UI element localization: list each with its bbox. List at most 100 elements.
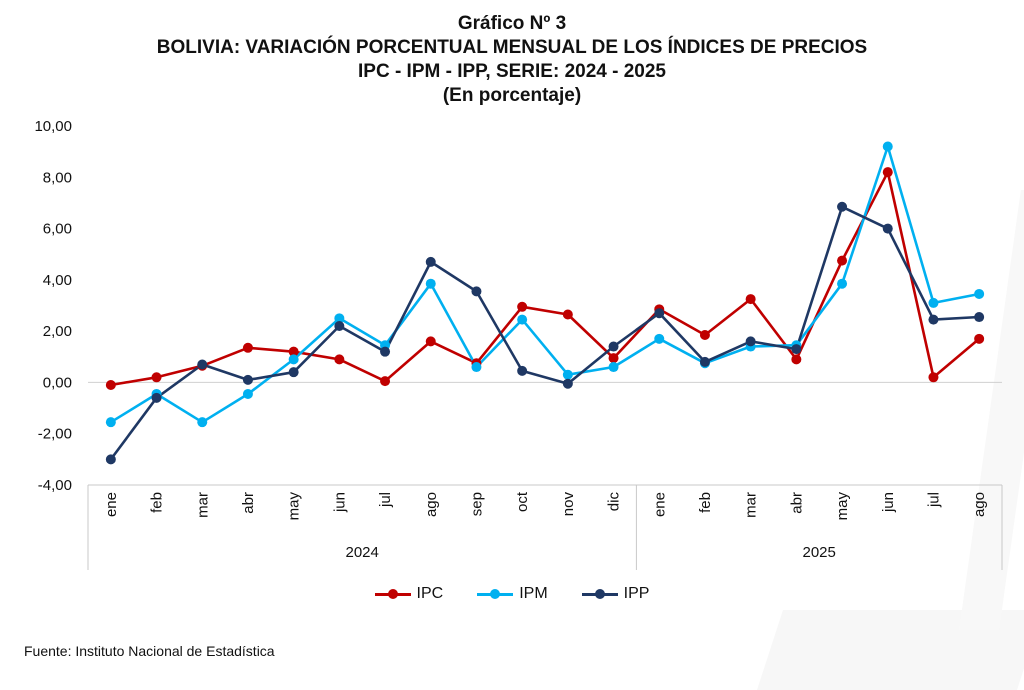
- legend-swatch: [374, 587, 411, 601]
- data-point-ipm: [837, 278, 848, 289]
- chart-title: Gráfico Nº 3: [457, 13, 567, 34]
- y-tick-label: 4,00: [43, 272, 72, 289]
- x-tick-label: jul: [925, 492, 942, 508]
- data-point-ipp: [562, 378, 573, 389]
- data-point-ipm: [197, 417, 208, 428]
- x-tick-label: oct: [514, 491, 531, 512]
- data-point-ipm: [105, 417, 116, 428]
- x-tick-label: jul: [377, 492, 394, 508]
- x-tick-label: feb: [697, 492, 714, 513]
- chart-subtitle: BOLIVIA: VARIACIÓN PORCENTUAL MENSUAL DE…: [156, 37, 868, 58]
- x-tick-label: feb: [149, 492, 166, 513]
- data-point-ipp: [334, 321, 345, 332]
- legend-swatch: [581, 587, 618, 601]
- data-point-ipm: [288, 354, 299, 365]
- data-point-ipp: [242, 374, 253, 385]
- chart-subtitle: (En porcentaje): [442, 85, 582, 106]
- legend-label: IPC: [416, 585, 444, 602]
- data-point-ipm: [562, 369, 573, 380]
- y-tick-label: -4,00: [38, 477, 72, 494]
- data-point-ipm: [425, 278, 436, 289]
- data-point-ipc: [791, 354, 802, 365]
- data-point-ipc: [837, 255, 848, 266]
- data-point-ipc: [928, 372, 939, 383]
- x-tick-label: mar: [743, 492, 760, 518]
- y-tick-label: -2,00: [38, 426, 72, 443]
- chart-subtitle: IPC - IPM - IPP, SERIE: 2024 - 2025: [358, 61, 666, 82]
- data-point-ipp: [654, 308, 665, 319]
- legend-swatch: [477, 587, 514, 601]
- data-point-ipc: [380, 376, 391, 387]
- data-point-ipp: [745, 336, 756, 347]
- x-tick-label: nov: [560, 492, 577, 517]
- x-tick-label: may: [286, 492, 303, 521]
- x-tick-label: jun: [880, 492, 897, 513]
- y-tick-label: 8,00: [43, 169, 72, 186]
- data-point-ipp: [151, 392, 162, 403]
- data-point-ipc: [425, 336, 436, 347]
- data-point-ipm: [654, 333, 665, 344]
- legend-label: IPM: [519, 585, 548, 602]
- data-point-ipp: [380, 346, 391, 357]
- data-point-ipp: [928, 314, 939, 325]
- legend-item-ipp: IPP: [581, 585, 650, 603]
- data-point-ipc: [608, 353, 619, 364]
- data-point-ipm: [608, 362, 619, 373]
- x-tick-label: sep: [468, 492, 485, 516]
- y-tick-label: 10,00: [34, 118, 72, 135]
- data-point-ipp: [791, 344, 802, 355]
- x-tick-label: dic: [606, 492, 623, 512]
- legend-item-ipc: IPC: [374, 585, 444, 603]
- data-point-ipc: [974, 333, 985, 344]
- data-point-ipc: [334, 354, 345, 365]
- data-point-ipm: [334, 313, 345, 324]
- data-point-ipp: [425, 256, 436, 267]
- y-tick-label: 6,00: [43, 221, 72, 238]
- data-point-ipm: [928, 297, 939, 308]
- data-point-ipp: [105, 454, 116, 465]
- data-point-ipp: [197, 359, 208, 370]
- chart-title-block: Gráfico Nº 3 BOLIVIA: VARIACIÓN PORCENTU…: [0, 12, 1024, 108]
- x-tick-label: abr: [240, 492, 257, 514]
- data-point-ipm: [471, 362, 482, 373]
- x-tick-label: ene: [651, 492, 668, 517]
- data-point-ipp: [471, 286, 482, 297]
- data-point-ipp: [882, 223, 893, 234]
- data-point-ipp: [699, 356, 710, 367]
- x-tick-label: jun: [331, 492, 348, 513]
- x-tick-label: ago: [423, 492, 440, 517]
- data-point-ipc: [242, 342, 253, 353]
- series-line-ipp: [109, 205, 980, 461]
- data-point-ipc: [745, 294, 756, 305]
- x-group-label: 2025: [803, 544, 836, 561]
- legend-item-ipm: IPM: [477, 585, 548, 603]
- data-point-ipm: [517, 314, 528, 325]
- source-note: Fuente: Instituto Nacional de Estadístic…: [24, 643, 275, 659]
- x-tick-label: ene: [103, 492, 120, 517]
- data-point-ipp: [288, 367, 299, 378]
- x-tick-label: may: [834, 492, 851, 521]
- x-tick-label: mar: [194, 492, 211, 518]
- data-point-ipm: [882, 141, 893, 152]
- series-line-ipm: [110, 145, 980, 424]
- data-point-ipc: [699, 329, 710, 340]
- data-point-ipc: [562, 309, 573, 320]
- data-point-ipp: [974, 312, 985, 323]
- data-point-ipp: [837, 201, 848, 212]
- data-point-ipc: [288, 346, 299, 357]
- x-tick-label: ago: [971, 492, 988, 517]
- data-point-ipc: [105, 379, 116, 390]
- legend-label: IPP: [623, 585, 650, 602]
- series-line-ipc: [110, 170, 981, 387]
- data-point-ipp: [517, 365, 528, 376]
- x-group-label: 2024: [346, 544, 379, 561]
- chart-legend: IPC IPM IPP: [0, 585, 1024, 603]
- data-point-ipm: [242, 388, 253, 399]
- data-point-ipc: [882, 167, 893, 178]
- y-tick-label: 0,00: [43, 374, 72, 391]
- data-point-ipc: [517, 301, 528, 312]
- data-point-ipm: [974, 288, 985, 299]
- data-point-ipp: [608, 341, 619, 352]
- x-tick-label: abr: [788, 492, 805, 514]
